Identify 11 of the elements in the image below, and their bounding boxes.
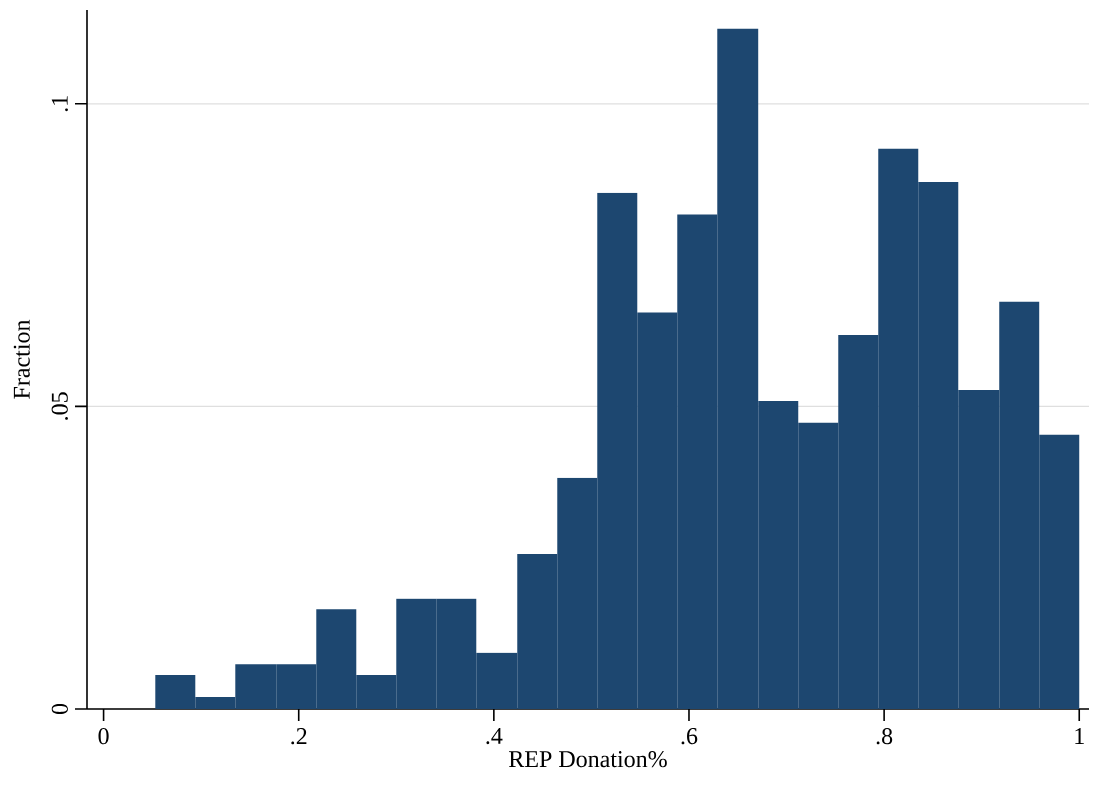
x-tick-label: .8 [876, 728, 893, 745]
x-tick-label: .4 [486, 728, 503, 745]
x-tick-label: .2 [291, 728, 307, 745]
y-axis-title: Fraction [13, 319, 30, 399]
y-tick-label: 0 [51, 703, 68, 715]
y-tick-label: .05 [51, 392, 68, 420]
x-tick-label: 0 [98, 728, 109, 745]
y-tick-label: .1 [51, 96, 68, 112]
x-tick-label: 1 [1075, 728, 1084, 744]
x-tick-label: .6 [681, 728, 698, 745]
x-axis-title: REP Donation% [509, 751, 667, 768]
